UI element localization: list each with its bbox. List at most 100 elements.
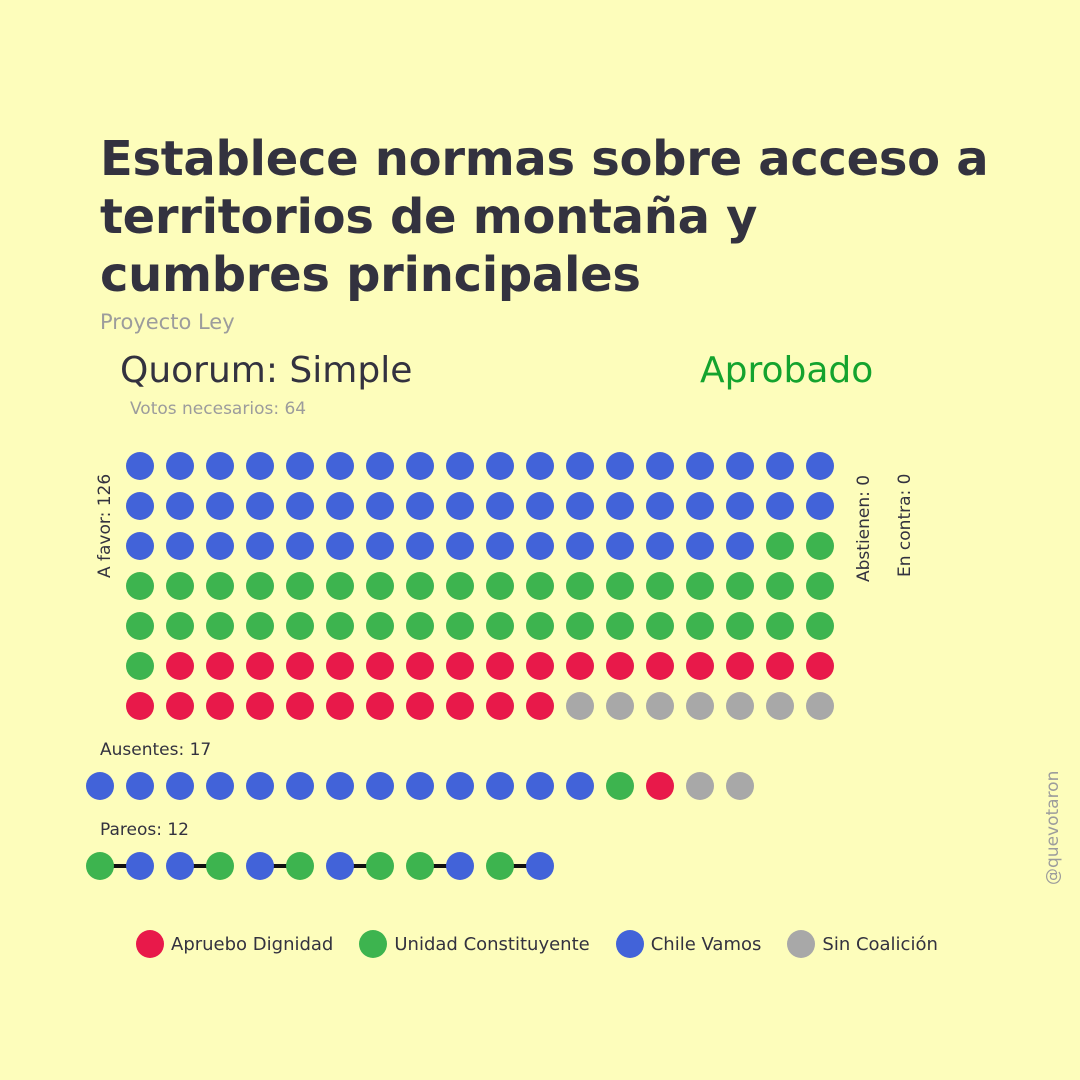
vote-dot-a-favor-unidad-constituyente: [806, 612, 834, 640]
vote-dot-a-favor-chile-vamos: [206, 532, 234, 560]
vote-dot-a-favor-apruebo-dignidad: [646, 652, 674, 680]
vote-dot-a-favor-unidad-constituyente: [446, 612, 474, 640]
vote-dot-a-favor-unidad-constituyente: [766, 572, 794, 600]
vote-dot-a-favor-unidad-constituyente: [326, 612, 354, 640]
vote-dot-pareo-chile-vamos: [246, 852, 274, 880]
vote-dot-a-favor-unidad-constituyente: [606, 612, 634, 640]
vote-dot-a-favor-apruebo-dignidad: [286, 692, 314, 720]
vote-dot-a-favor-unidad-constituyente: [606, 572, 634, 600]
legend-item-sin-coalicion: Sin Coalición: [787, 930, 938, 958]
vote-dot-ausente-chile-vamos: [486, 772, 514, 800]
vote-dot-pareo-chile-vamos: [446, 852, 474, 880]
vote-dot-a-favor-unidad-constituyente: [326, 572, 354, 600]
vote-dot-pareo-unidad-constituyente: [86, 852, 114, 880]
vote-dot-a-favor-apruebo-dignidad: [206, 652, 234, 680]
vote-dot-a-favor-chile-vamos: [166, 492, 194, 520]
vote-dot-pareo-unidad-constituyente: [286, 852, 314, 880]
vote-dot-a-favor-chile-vamos: [126, 532, 154, 560]
vote-dot-a-favor-chile-vamos: [246, 532, 274, 560]
vote-dot-a-favor-chile-vamos: [246, 492, 274, 520]
vote-dot-a-favor-apruebo-dignidad: [166, 692, 194, 720]
vote-dot-a-favor-chile-vamos: [406, 532, 434, 560]
vote-dot-a-favor-chile-vamos: [686, 452, 714, 480]
vote-dot-ausente-chile-vamos: [526, 772, 554, 800]
vote-dot-a-favor-unidad-constituyente: [286, 612, 314, 640]
vote-dot-ausente-chile-vamos: [166, 772, 194, 800]
vote-dot-a-favor-apruebo-dignidad: [206, 692, 234, 720]
vote-dot-a-favor-chile-vamos: [566, 452, 594, 480]
vote-dot-a-favor-apruebo-dignidad: [406, 652, 434, 680]
vote-dot-a-favor-apruebo-dignidad: [446, 692, 474, 720]
vote-dot-a-favor-sin-coalicion: [686, 692, 714, 720]
legend-dot: [359, 930, 388, 958]
result-label: Aprobado: [700, 350, 874, 391]
vote-dot-a-favor-chile-vamos: [526, 492, 554, 520]
vote-dot-a-favor-chile-vamos: [686, 492, 714, 520]
legend-item-unidad-constituyente: Unidad Constituyente: [359, 930, 590, 958]
vote-dot-a-favor-chile-vamos: [646, 532, 674, 560]
vote-dot-a-favor-unidad-constituyente: [166, 572, 194, 600]
vote-dot-a-favor-unidad-constituyente: [686, 572, 714, 600]
vote-dot-a-favor-apruebo-dignidad: [246, 652, 274, 680]
vote-dot-a-favor-unidad-constituyente: [446, 572, 474, 600]
vote-dot-a-favor-chile-vamos: [606, 532, 634, 560]
vote-dot-ausente-chile-vamos: [326, 772, 354, 800]
vote-dot-a-favor-sin-coalicion: [646, 692, 674, 720]
vote-dot-a-favor-chile-vamos: [286, 532, 314, 560]
vote-dot-a-favor-unidad-constituyente: [766, 532, 794, 560]
vote-dot-a-favor-unidad-constituyente: [206, 572, 234, 600]
vote-dot-a-favor-unidad-constituyente: [406, 572, 434, 600]
vote-dot-ausente-chile-vamos: [246, 772, 274, 800]
vote-dot-a-favor-unidad-constituyente: [126, 652, 154, 680]
vote-dot-a-favor-apruebo-dignidad: [486, 692, 514, 720]
vote-dot-a-favor-chile-vamos: [646, 452, 674, 480]
vote-dot-a-favor-sin-coalicion: [606, 692, 634, 720]
vote-dot-ausente-chile-vamos: [406, 772, 434, 800]
pareos-label: Pareos: 12: [100, 820, 190, 840]
vote-dot-a-favor-unidad-constituyente: [366, 572, 394, 600]
vote-dot-a-favor-unidad-constituyente: [646, 572, 674, 600]
vote-dot-a-favor-chile-vamos: [766, 452, 794, 480]
vote-dot-a-favor-sin-coalicion: [726, 692, 754, 720]
vote-dot-a-favor-apruebo-dignidad: [286, 652, 314, 680]
vote-dot-a-favor-apruebo-dignidad: [366, 692, 394, 720]
vote-dot-a-favor-chile-vamos: [366, 492, 394, 520]
vote-dot-a-favor-sin-coalicion: [766, 692, 794, 720]
vote-dot-a-favor-unidad-constituyente: [526, 572, 554, 600]
vote-dot-pareo-unidad-constituyente: [206, 852, 234, 880]
vote-dot-a-favor-chile-vamos: [166, 452, 194, 480]
legend-label: Unidad Constituyente: [394, 933, 590, 955]
vote-dot-ausente-chile-vamos: [86, 772, 114, 800]
vote-dot-a-favor-apruebo-dignidad: [166, 652, 194, 680]
vote-dot-a-favor-chile-vamos: [126, 452, 154, 480]
vote-dot-a-favor-chile-vamos: [446, 532, 474, 560]
vote-dot-a-favor-unidad-constituyente: [566, 572, 594, 600]
vote-dot-a-favor-unidad-constituyente: [126, 572, 154, 600]
vote-dot-a-favor-apruebo-dignidad: [526, 652, 554, 680]
vote-dot-a-favor-chile-vamos: [806, 492, 834, 520]
votes-needed-label: Votos necesarios: 64: [130, 399, 307, 419]
vote-dot-a-favor-chile-vamos: [406, 452, 434, 480]
legend-label: Sin Coalición: [822, 933, 938, 955]
ausentes-label: Ausentes: 17: [100, 740, 212, 760]
vote-dot-pareo-chile-vamos: [166, 852, 194, 880]
vote-dot-a-favor-chile-vamos: [726, 452, 754, 480]
vote-dot-ausente-chile-vamos: [566, 772, 594, 800]
vote-dot-a-favor-chile-vamos: [446, 452, 474, 480]
vote-dot-pareo-chile-vamos: [326, 852, 354, 880]
vote-dot-a-favor-chile-vamos: [566, 492, 594, 520]
vote-dot-a-favor-chile-vamos: [766, 492, 794, 520]
legend-item-apruebo-dignidad: Apruebo Dignidad: [136, 930, 333, 958]
quorum-label: Quorum: Simple: [120, 350, 413, 391]
vote-dot-a-favor-unidad-constituyente: [566, 612, 594, 640]
chart-subtitle: Proyecto Ley: [100, 310, 235, 334]
vote-dot-a-favor-apruebo-dignidad: [726, 652, 754, 680]
vote-dot-a-favor-unidad-constituyente: [286, 572, 314, 600]
vote-dot-a-favor-unidad-constituyente: [646, 612, 674, 640]
vote-dot-a-favor-chile-vamos: [726, 532, 754, 560]
vote-dot-a-favor-sin-coalicion: [566, 692, 594, 720]
vote-dot-a-favor-apruebo-dignidad: [326, 692, 354, 720]
vote-dot-a-favor-unidad-constituyente: [806, 532, 834, 560]
vote-dot-pareo-unidad-constituyente: [366, 852, 394, 880]
